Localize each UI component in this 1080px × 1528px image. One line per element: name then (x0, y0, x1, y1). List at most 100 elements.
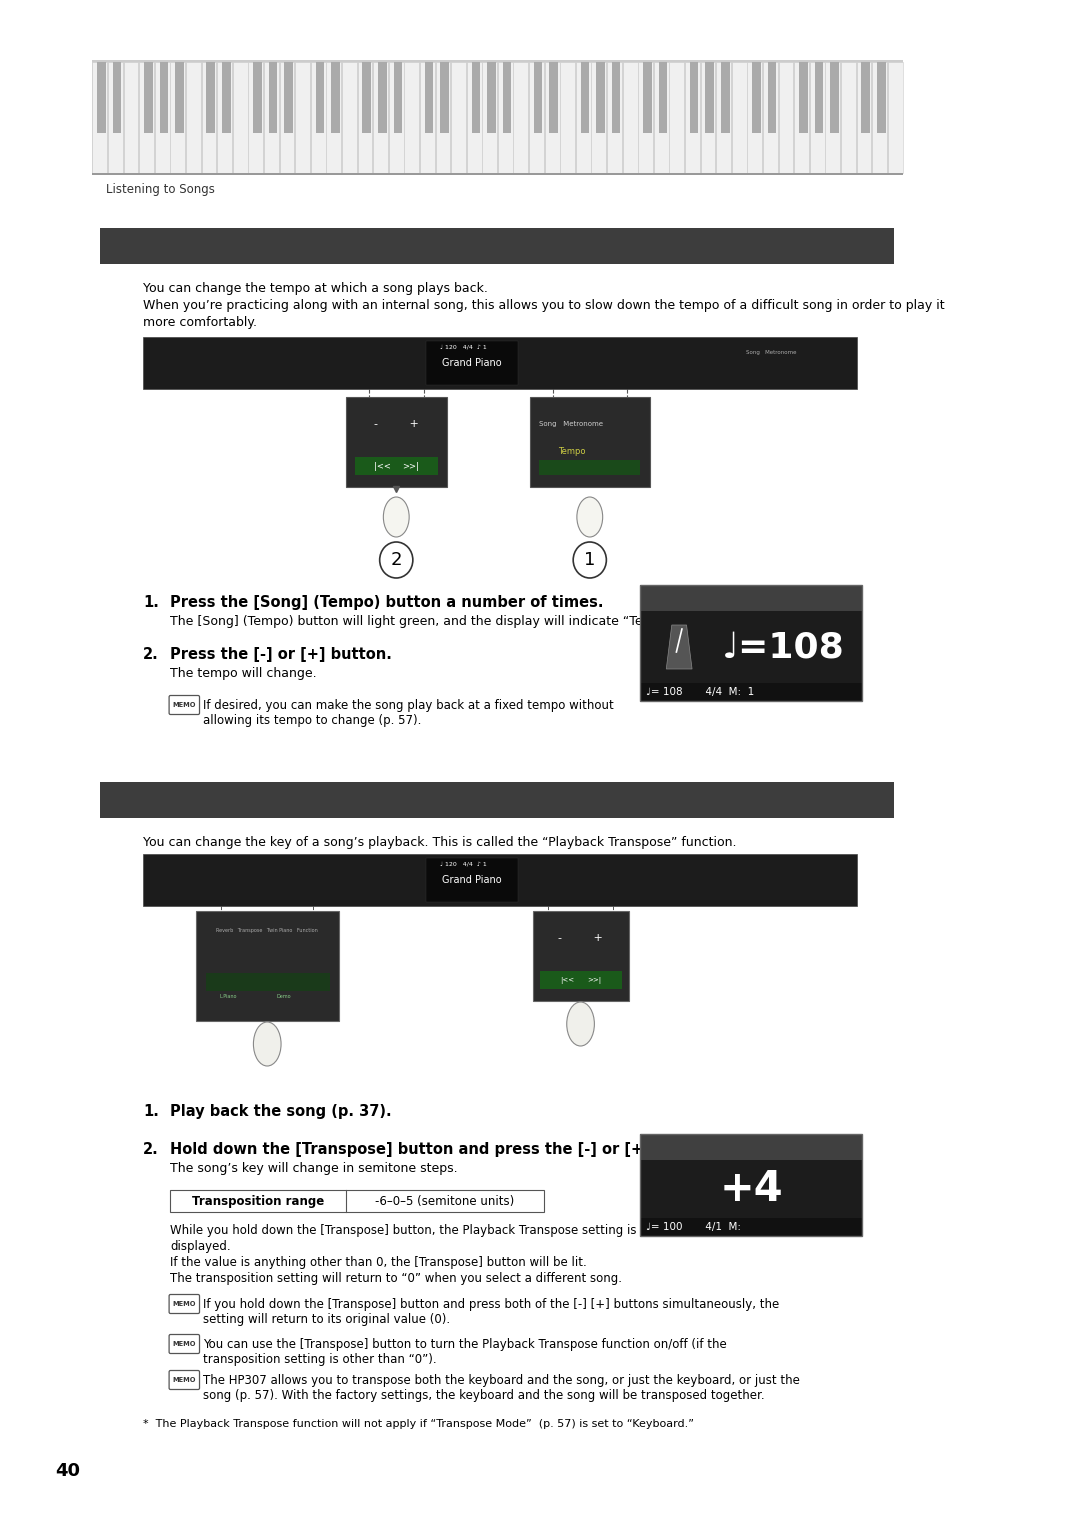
Bar (108, 63, 123, 173)
Bar (160, 63, 168, 133)
Text: Tempo: Tempo (648, 588, 702, 607)
Bar (732, 63, 746, 173)
Text: 1: 1 (584, 552, 595, 568)
Bar (873, 63, 887, 173)
Text: Changing the Pitch of the Song (Playback Transpose): Changing the Pitch of the Song (Playback… (112, 787, 737, 810)
Bar (154, 63, 170, 173)
Bar (139, 63, 154, 173)
Text: ♩=108: ♩=108 (721, 630, 845, 665)
Bar (311, 63, 325, 173)
Bar (175, 63, 184, 133)
Bar (814, 63, 823, 133)
Bar (393, 63, 402, 133)
Bar (217, 63, 232, 173)
Bar (640, 1134, 862, 1160)
Bar (596, 63, 605, 133)
Text: The transposition setting will return to “0” when you select a different song.: The transposition setting will return to… (171, 1271, 622, 1285)
Bar (502, 63, 511, 133)
Bar (222, 63, 230, 133)
Text: Demo: Demo (276, 993, 292, 998)
Text: The [Song] (Tempo) button will light green, and the display will indicate “Tempo: The [Song] (Tempo) button will light gre… (171, 614, 680, 628)
Bar (233, 63, 247, 173)
Bar (420, 63, 435, 173)
Text: If desired, you can make the song play back at a fixed tempo without
allowing it: If desired, you can make the song play b… (203, 698, 613, 727)
Bar (206, 63, 215, 133)
Bar (346, 397, 447, 487)
Bar (794, 63, 809, 173)
Text: Song   Metronome: Song Metronome (746, 350, 797, 354)
Bar (640, 585, 862, 611)
Text: 2.: 2. (143, 646, 159, 662)
Bar (576, 63, 591, 173)
Text: You can use the [Transpose] button to turn the Playback Transpose function on/of: You can use the [Transpose] button to tu… (203, 1339, 727, 1366)
Bar (357, 63, 373, 173)
FancyBboxPatch shape (170, 1334, 200, 1354)
Text: MEMO: MEMO (173, 1377, 197, 1383)
Bar (659, 63, 667, 133)
Bar (374, 63, 388, 173)
Bar (581, 63, 590, 133)
FancyBboxPatch shape (170, 695, 200, 715)
Bar (550, 63, 558, 133)
Bar (378, 63, 387, 133)
Bar (540, 970, 622, 989)
Bar (295, 63, 310, 173)
Text: |<<: |<< (559, 976, 573, 984)
Bar (197, 911, 339, 1021)
Bar (592, 63, 606, 173)
Circle shape (380, 542, 413, 578)
Bar (653, 63, 669, 173)
Bar (862, 63, 870, 133)
Bar (284, 63, 293, 133)
Text: 1.: 1. (143, 1105, 159, 1118)
Bar (640, 1160, 862, 1218)
Bar (404, 63, 419, 173)
Text: MEMO: MEMO (173, 1300, 197, 1306)
Bar (143, 338, 858, 390)
Text: -         +: - + (558, 934, 603, 943)
Circle shape (573, 542, 606, 578)
Bar (530, 397, 650, 487)
Bar (269, 63, 278, 133)
Bar (752, 63, 760, 133)
Bar (264, 63, 279, 173)
Bar (487, 63, 496, 133)
Ellipse shape (567, 1002, 594, 1047)
Bar (467, 63, 482, 173)
Text: You can change the key of a song’s playback. This is called the “Playback Transp: You can change the key of a song’s playb… (143, 836, 737, 850)
Bar (640, 585, 862, 701)
Bar (472, 63, 481, 133)
Text: ♩= 108       4/4  M:  1: ♩= 108 4/4 M: 1 (646, 688, 754, 697)
Bar (529, 63, 544, 173)
Bar (716, 63, 731, 173)
Bar (143, 854, 858, 906)
Text: MEMO: MEMO (173, 701, 197, 707)
Bar (768, 63, 777, 133)
Text: Press the [Song] (Tempo) button a number of times.: Press the [Song] (Tempo) button a number… (171, 594, 604, 610)
Bar (186, 63, 201, 173)
Text: MEMO: MEMO (173, 1342, 197, 1348)
Bar (539, 460, 640, 475)
Text: The HP307 allows you to transpose both the keyboard and the song, or just the ke: The HP307 allows you to transpose both t… (203, 1374, 799, 1403)
Bar (280, 63, 295, 173)
Text: ♩= 100       4/1  M:: ♩= 100 4/1 M: (646, 1222, 741, 1232)
Ellipse shape (383, 497, 409, 536)
Ellipse shape (254, 1022, 281, 1067)
Bar (534, 63, 542, 133)
Text: >>|: >>| (588, 976, 602, 984)
Bar (389, 63, 404, 173)
Text: Song   Metronome: Song Metronome (539, 422, 604, 426)
Bar (427, 341, 518, 385)
Text: The song’s key will change in semitone steps.: The song’s key will change in semitone s… (171, 1161, 458, 1175)
FancyBboxPatch shape (170, 1294, 200, 1314)
Text: ♩ 120   4/4  ♪ 1: ♩ 120 4/4 ♪ 1 (440, 862, 486, 866)
Bar (747, 63, 762, 173)
Bar (92, 60, 903, 176)
Text: more comfortably.: more comfortably. (143, 316, 257, 329)
Bar (623, 63, 637, 173)
Text: While you hold down the [Transpose] button, the Playback Transpose setting is: While you hold down the [Transpose] butt… (171, 1224, 637, 1238)
Text: Changing the Song’s Tempo: Changing the Song’s Tempo (112, 232, 462, 257)
Bar (831, 63, 839, 133)
Text: -         +: - + (374, 419, 419, 429)
Polygon shape (666, 625, 692, 669)
